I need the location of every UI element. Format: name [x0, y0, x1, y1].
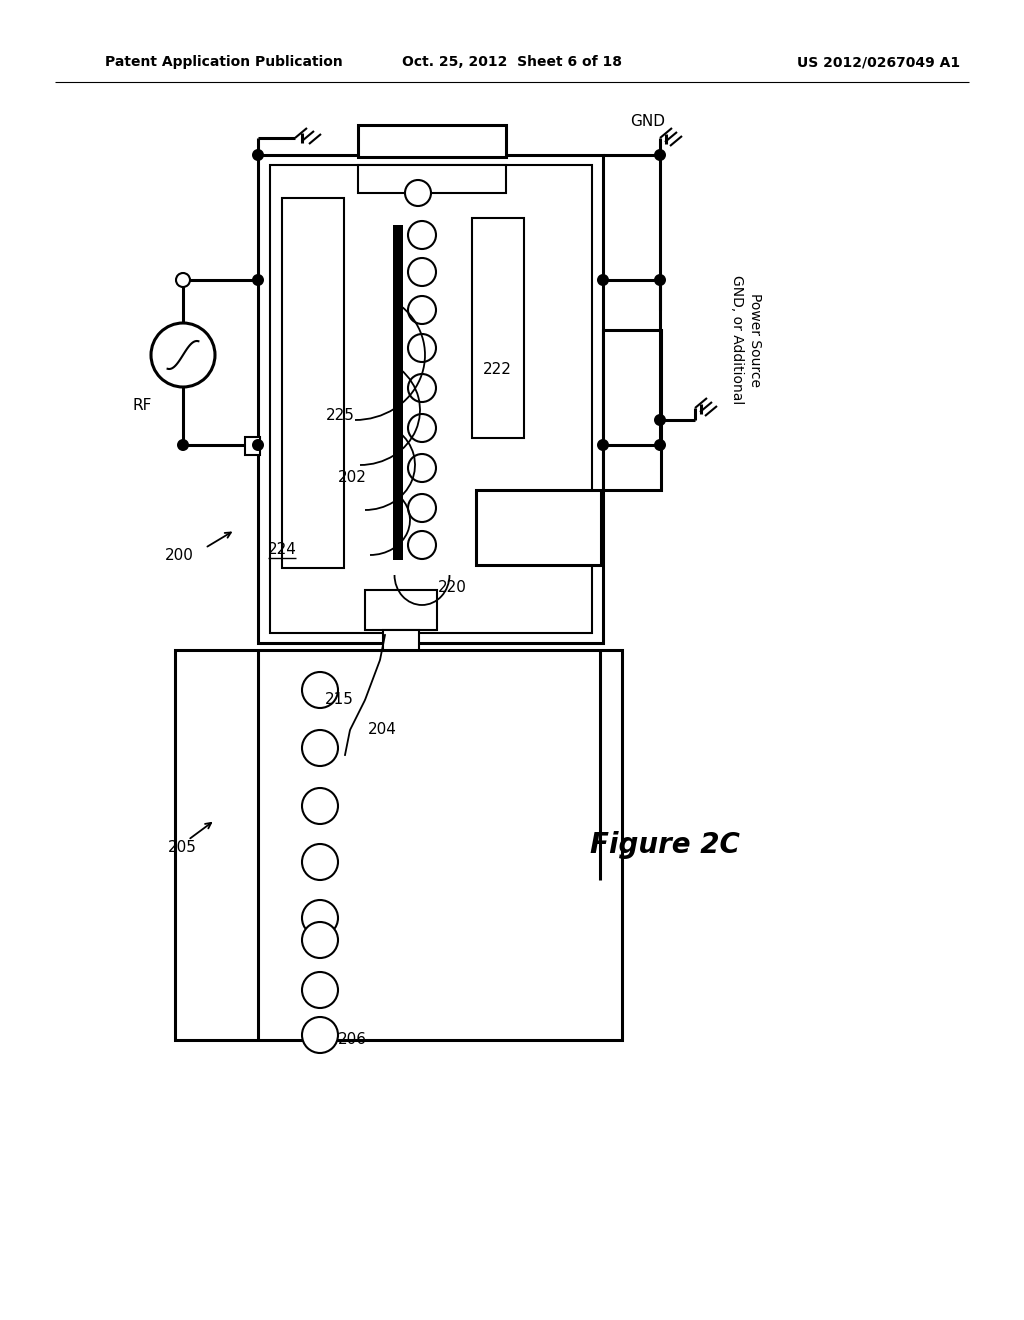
Circle shape — [654, 414, 666, 426]
Bar — [393, 224, 403, 560]
Circle shape — [408, 414, 436, 442]
Circle shape — [302, 788, 338, 824]
Text: Figure 2C: Figure 2C — [590, 832, 740, 859]
Text: Patent Application Publication: Patent Application Publication — [105, 55, 343, 69]
Circle shape — [302, 730, 338, 766]
Text: GND: GND — [631, 115, 666, 129]
Text: 224: 224 — [268, 543, 297, 557]
Text: Power Source: Power Source — [748, 293, 762, 387]
Bar — [472, 218, 524, 438]
Bar — [603, 330, 662, 490]
Circle shape — [151, 323, 215, 387]
Circle shape — [302, 843, 338, 880]
Text: 222: 222 — [483, 363, 512, 378]
Bar — [282, 198, 344, 568]
Circle shape — [408, 374, 436, 403]
Circle shape — [408, 494, 436, 521]
Text: 215: 215 — [325, 693, 354, 708]
Circle shape — [302, 921, 338, 958]
Text: 206: 206 — [338, 1032, 367, 1048]
Circle shape — [252, 149, 264, 161]
Bar — [358, 125, 506, 157]
Text: 200: 200 — [165, 548, 194, 562]
Circle shape — [654, 149, 666, 161]
Circle shape — [597, 275, 609, 286]
Bar — [358, 165, 506, 193]
Circle shape — [408, 257, 436, 286]
Circle shape — [597, 440, 609, 451]
Circle shape — [654, 440, 666, 451]
Circle shape — [177, 440, 189, 451]
Bar — [258, 154, 603, 643]
Circle shape — [302, 900, 338, 936]
Bar — [476, 490, 601, 565]
Circle shape — [252, 440, 264, 451]
Text: GND, or Additional: GND, or Additional — [730, 276, 744, 405]
Text: Oct. 25, 2012  Sheet 6 of 18: Oct. 25, 2012 Sheet 6 of 18 — [402, 55, 622, 69]
Text: RF: RF — [133, 397, 153, 412]
Circle shape — [302, 972, 338, 1008]
Circle shape — [302, 1016, 338, 1053]
Bar — [175, 649, 622, 1040]
Text: 225: 225 — [326, 408, 355, 422]
Text: 202: 202 — [338, 470, 367, 486]
Circle shape — [408, 531, 436, 558]
Text: 204: 204 — [368, 722, 397, 738]
Bar — [365, 590, 437, 630]
Circle shape — [408, 220, 436, 249]
Text: US 2012/0267049 A1: US 2012/0267049 A1 — [797, 55, 961, 69]
Circle shape — [408, 296, 436, 323]
Circle shape — [408, 334, 436, 362]
Circle shape — [408, 454, 436, 482]
Text: 220: 220 — [438, 581, 467, 595]
Circle shape — [406, 180, 431, 206]
Bar — [270, 165, 592, 634]
Circle shape — [302, 672, 338, 708]
Circle shape — [176, 273, 190, 286]
Bar — [245, 437, 260, 455]
Circle shape — [654, 275, 666, 286]
Circle shape — [252, 275, 264, 286]
Text: 205: 205 — [168, 841, 197, 855]
Bar — [383, 630, 419, 652]
